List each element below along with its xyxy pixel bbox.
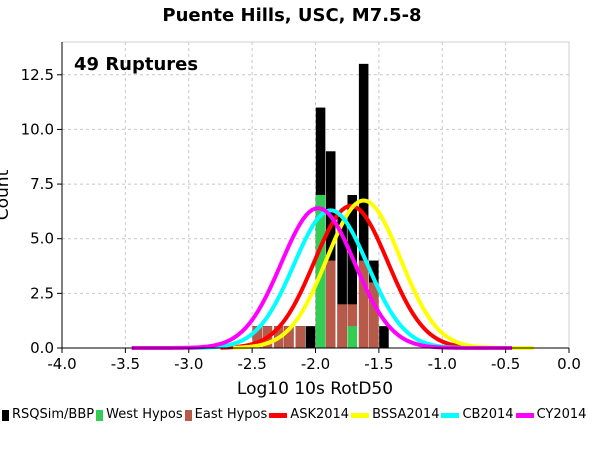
x-tick-label: -3.5 xyxy=(111,355,140,373)
legend-label: BSSA2014 xyxy=(372,407,440,422)
rsqsim-bar xyxy=(358,63,369,348)
y-axis-ticks: 0.0 2.5 5.0 7.5 10.0 12.5 xyxy=(21,66,62,357)
legend-label: CB2014 xyxy=(462,407,514,422)
legend-label: West Hypos xyxy=(106,407,183,422)
east-hypos-bar xyxy=(295,326,306,348)
legend-item: CY2014 xyxy=(515,404,587,426)
east-hypos-bar xyxy=(284,326,294,348)
x-tick-label: -4.0 xyxy=(47,355,76,373)
east-hypos-bar xyxy=(337,304,347,348)
legend-label: ASK2014 xyxy=(290,407,350,422)
legend-swatch xyxy=(351,412,370,418)
legend-item: CB2014 xyxy=(441,404,514,426)
legend-swatch xyxy=(269,412,288,418)
east-hypos-bar xyxy=(358,260,369,348)
rsqsim-bar xyxy=(347,195,358,348)
legend-label: RSQSim/BBP xyxy=(12,407,95,422)
legend-swatch xyxy=(96,409,104,421)
legend-label: East Hypos xyxy=(194,407,268,422)
legend-item: BSSA2014 xyxy=(351,404,439,426)
legend-item: RSQSim/BBP xyxy=(2,404,94,426)
x-axis-ticks: -4.0 -3.5 -3.0 -2.5 -2.0 -1.5 -1.0 -0.5 0.0 xyxy=(47,348,581,373)
y-axis-label: Count xyxy=(0,169,13,220)
x-tick-label: -2.5 xyxy=(237,355,266,373)
y-tick-label: 2.5 xyxy=(30,284,54,302)
x-tick-label: 0.0 xyxy=(557,355,581,373)
y-tick-label: 12.5 xyxy=(21,66,54,84)
east-hypos-bar xyxy=(369,282,379,348)
x-axis-label: Log10 10s RotD50 xyxy=(237,379,393,399)
x-tick-label: -3.0 xyxy=(174,355,203,373)
chart-legend: RSQSim/BBP West Hypos East Hypos ASK2014 BSS… xyxy=(2,404,598,426)
legend-swatch xyxy=(184,409,192,421)
legend-item: East Hypos xyxy=(184,404,268,426)
rsqsim-bar xyxy=(305,326,316,348)
rsqsim-bar xyxy=(379,326,389,348)
rsqsim-bar xyxy=(337,216,347,348)
y-tick-label: 0.0 xyxy=(30,339,54,357)
chart-title: Puente Hills, USC, M7.5-8 xyxy=(162,5,421,26)
rupture-count-annotation: 49 Ruptures xyxy=(74,54,198,75)
west-hypos-bar xyxy=(347,326,358,348)
legend-swatch xyxy=(2,409,9,421)
y-tick-label: 10.0 xyxy=(21,120,54,138)
x-tick-label: -1.0 xyxy=(428,355,457,373)
y-tick-label: 7.5 xyxy=(30,175,54,193)
x-tick-label: -0.5 xyxy=(491,355,520,373)
legend-item: West Hypos xyxy=(96,404,183,426)
legend-swatch xyxy=(441,412,460,418)
legend-item: ASK2014 xyxy=(269,404,349,426)
legend-label: CY2014 xyxy=(536,407,587,422)
x-tick-label: -2.0 xyxy=(301,355,330,373)
x-tick-label: -1.5 xyxy=(364,355,393,373)
east-hypos-bar xyxy=(325,260,336,348)
y-tick-label: 5.0 xyxy=(30,230,54,248)
legend-swatch xyxy=(515,412,534,418)
east-hypos-bar xyxy=(252,326,262,348)
